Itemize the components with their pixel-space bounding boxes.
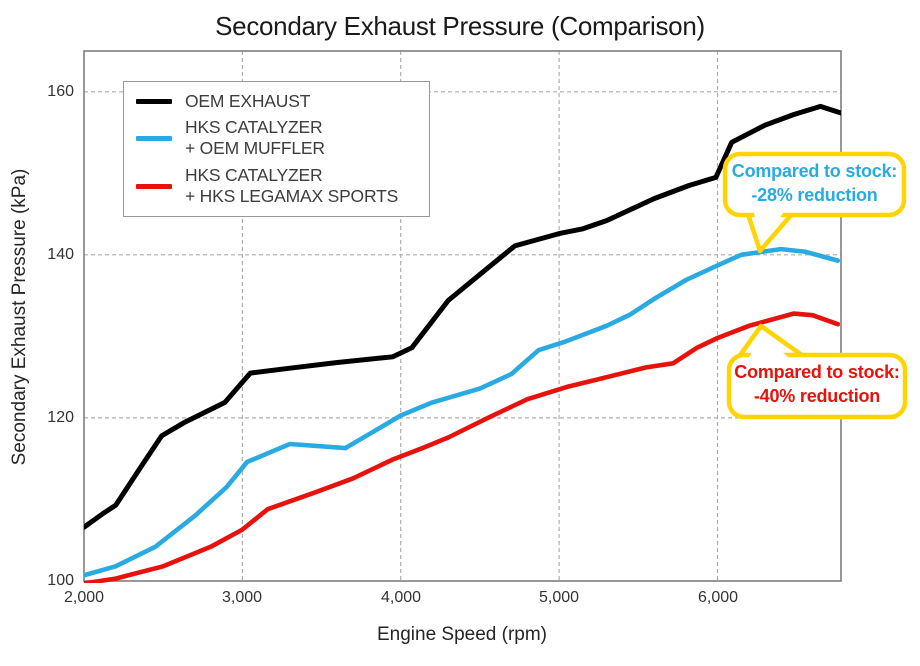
legend-label-line: HKS CATALYZER bbox=[185, 164, 323, 185]
x-axis-title: Engine Speed (rpm) bbox=[376, 624, 548, 645]
x-tick-label-6000: 6,000 bbox=[697, 589, 739, 606]
y-tick-label-160: 160 bbox=[47, 83, 74, 100]
legend: OEM EXHAUST HKS CATALYZER + OEM MUFFLER … bbox=[123, 81, 430, 217]
callout-text-line: -40% reduction bbox=[753, 386, 881, 406]
legend-item-hks-catalyzer-legamax: HKS CATALYZER + HKS LEGAMAX SPORTS bbox=[136, 165, 417, 208]
legend-label-catalyzer-legamax: HKS CATALYZER + HKS LEGAMAX SPORTS bbox=[185, 165, 398, 208]
callout-28-reduction: Compared to stock: -28% reduction bbox=[723, 152, 906, 215]
legend-label-line: + HKS LEGAMAX SPORTS bbox=[185, 186, 399, 207]
y-tick-label-140: 140 bbox=[47, 246, 74, 263]
y-tick-label-120: 120 bbox=[47, 409, 74, 426]
series-line-1 bbox=[84, 246, 841, 578]
callout-40-reduction: Compared to stock: -40% reduction bbox=[727, 353, 907, 417]
y-tick-label-100: 100 bbox=[47, 572, 74, 589]
legend-swatch-catalyzer-legamax bbox=[136, 183, 172, 189]
legend-label-line: + OEM MUFFLER bbox=[185, 138, 325, 159]
x-tick-label-5000: 5,000 bbox=[538, 589, 580, 606]
legend-swatch-oem bbox=[136, 98, 172, 104]
gridlines bbox=[84, 51, 841, 581]
callout-text-line: Compared to stock: bbox=[734, 362, 900, 383]
plot-frame bbox=[83, 50, 842, 582]
x-tick-label-3000: 3,000 bbox=[221, 589, 263, 606]
chart-title: Secondary Exhaust Pressure (Comparison) bbox=[215, 11, 705, 41]
x-tick-label-4000: 4,000 bbox=[380, 589, 422, 606]
callout-text-line: Compared to stock: bbox=[731, 160, 898, 181]
series-line-2 bbox=[84, 311, 841, 583]
series-line-0 bbox=[84, 103, 841, 530]
legend-label-oem: OEM EXHAUST bbox=[185, 91, 310, 112]
x-tick-label-2000: 2,000 bbox=[63, 589, 105, 606]
series-lines bbox=[84, 103, 841, 583]
legend-item-hks-catalyzer-oem-muffler: HKS CATALYZER + OEM MUFFLER bbox=[136, 117, 417, 160]
legend-item-oem-exhaust: OEM EXHAUST bbox=[136, 91, 417, 112]
legend-label-line: OEM EXHAUST bbox=[185, 90, 311, 111]
callout-text-line: -28% reduction bbox=[751, 184, 878, 205]
legend-label-catalyzer-oem-muffler: HKS CATALYZER + OEM MUFFLER bbox=[185, 117, 325, 160]
legend-swatch-catalyzer-oem-muffler bbox=[136, 135, 172, 141]
legend-label-line: HKS CATALYZER bbox=[185, 116, 323, 137]
